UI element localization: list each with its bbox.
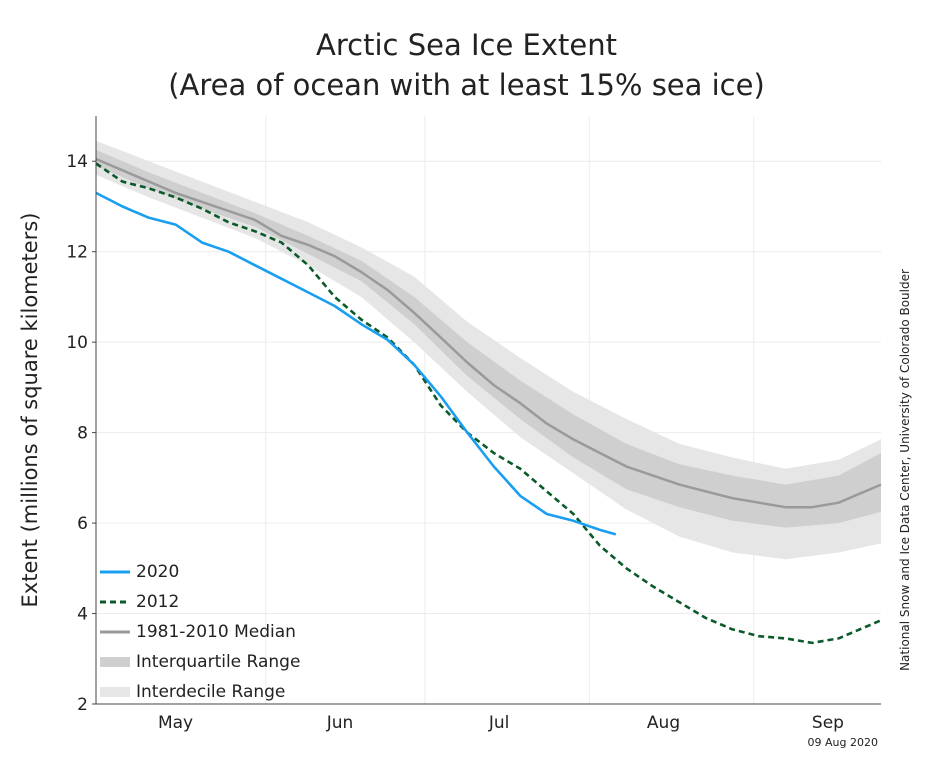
chart-title: Arctic Sea Ice Extent: [316, 28, 617, 62]
y-tick-label-4: 4: [77, 605, 88, 625]
y-tick-label-12: 12: [66, 243, 88, 263]
legend-swatch-iqr: [100, 657, 130, 667]
y-tick-label-10: 10: [66, 333, 88, 353]
legend-item-2012[interactable]: 2012: [100, 587, 300, 617]
series-line-2020: [95, 191, 617, 536]
x-tick-label-aug: Aug: [647, 713, 680, 733]
legend-item-median[interactable]: 1981-2010 Median: [100, 617, 300, 647]
legend-item-iqr[interactable]: Interquartile Range: [100, 647, 300, 677]
legend-swatch-idr: [100, 687, 130, 697]
legend: 2020 2012 1981-2010 Median Interquartile…: [100, 557, 300, 707]
x-tick-label-jun: Jun: [326, 713, 354, 733]
legend-swatch-2012: [100, 600, 130, 604]
legend-swatch-median: [100, 630, 130, 634]
y-tick-label-2: 2: [77, 695, 88, 715]
y-tick-label-8: 8: [77, 424, 88, 444]
legend-swatch-2020: [100, 570, 130, 574]
x-tick-label-jul: Jul: [488, 713, 510, 733]
legend-item-idr[interactable]: Interdecile Range: [100, 677, 300, 707]
x-tick-label-sep: Sep: [812, 713, 844, 733]
series-line-2012: [95, 162, 882, 645]
legend-label-iqr: Interquartile Range: [136, 652, 301, 672]
legend-label-median: 1981-2010 Median: [136, 622, 296, 642]
series-line-1981-2010-median: [95, 157, 882, 509]
y-tick-label-6: 6: [77, 514, 88, 534]
band-interquartile-range: [96, 149, 881, 528]
legend-item-2020[interactable]: 2020: [100, 557, 300, 587]
y-tick-label-14: 14: [66, 152, 88, 172]
legend-label-2020: 2020: [136, 562, 180, 582]
x-tick-label-may: May: [158, 713, 193, 733]
chart-subtitle: (Area of ocean with at least 15% sea ice…: [168, 68, 765, 102]
date-stamp: 09 Aug 2020: [807, 736, 878, 749]
legend-label-idr: Interdecile Range: [136, 682, 286, 702]
legend-label-2012: 2012: [136, 592, 180, 612]
